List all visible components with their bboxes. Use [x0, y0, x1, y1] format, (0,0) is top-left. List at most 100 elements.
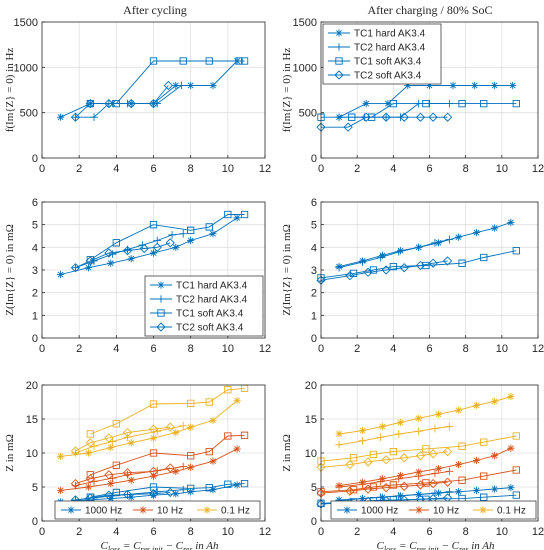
data-point-marker	[415, 112, 426, 122]
data-point-marker	[122, 246, 133, 256]
data-point-marker	[415, 480, 426, 490]
data-point-marker	[149, 483, 158, 491]
series-line	[75, 233, 184, 269]
data-point-marker	[84, 449, 93, 457]
data-point-marker	[148, 489, 159, 499]
legend-marker	[479, 506, 487, 514]
data-point-marker	[172, 490, 180, 498]
data-point-marker	[389, 481, 397, 489]
data-point-marker	[428, 112, 438, 122]
legend: 1000 Hz 10 Hz 0.1 Hz	[330, 500, 537, 520]
y-tick-label: 3	[311, 265, 317, 277]
y-tick-label: 0	[32, 153, 38, 165]
legend-box	[144, 275, 264, 337]
legend-marker	[139, 506, 147, 514]
y-tick-label: 4	[311, 242, 317, 254]
data-point-marker	[454, 460, 463, 469]
data-point-marker	[187, 423, 195, 431]
data-point-marker	[335, 441, 343, 449]
series-line	[339, 447, 512, 487]
data-point-marker	[449, 81, 457, 90]
data-point-marker	[389, 99, 397, 108]
data-point-marker	[209, 486, 217, 494]
legend-label: TC2 hard AK3.4	[176, 295, 248, 306]
y-axis-label: f(Im{Z} = 0) in Hz	[281, 48, 293, 133]
data-point-marker	[491, 485, 499, 493]
legend-marker	[335, 29, 343, 37]
data-point-marker	[509, 81, 517, 90]
data-point-marker	[107, 443, 115, 452]
data-point-marker	[422, 479, 430, 487]
x-tick-label: 10	[222, 163, 234, 175]
series-7	[317, 466, 520, 496]
y-tick-label: 2	[311, 288, 317, 300]
series-3	[317, 247, 520, 282]
x-tick-label: 6	[150, 526, 156, 538]
data-point-marker	[104, 98, 114, 109]
series-line	[75, 242, 171, 269]
series-10	[71, 422, 188, 457]
series-line	[90, 214, 245, 261]
data-point-marker	[187, 484, 195, 493]
data-point-marker	[348, 113, 356, 121]
data-point-marker	[165, 422, 175, 432]
series-1	[56, 214, 241, 279]
data-point-marker	[442, 477, 453, 487]
legend-entry: TC1 hard AK3.4	[328, 29, 426, 40]
data-point-marker	[381, 265, 391, 275]
legend-label: TC1 hard AK3.4	[176, 281, 248, 292]
y-tick-label: 500	[20, 108, 38, 120]
x-tick-label: 4	[113, 526, 119, 538]
data-point-marker	[172, 467, 180, 475]
series-line	[338, 221, 512, 268]
x-tick-label: 10	[496, 163, 508, 175]
series-1	[335, 81, 517, 121]
x-axis-label: Closs = Cres,init − Cres in Ah	[376, 540, 495, 550]
legend-box	[322, 23, 442, 85]
legend: 1000 Hz 10 Hz 0.1 Hz	[54, 500, 261, 520]
data-point-marker	[480, 438, 488, 446]
data-point-marker	[205, 398, 213, 406]
legend-label: TC2 soft AK3.4	[354, 71, 422, 82]
data-point-marker	[414, 472, 423, 480]
legend-marker	[157, 295, 165, 303]
data-point-marker	[428, 478, 438, 489]
data-point-marker	[85, 474, 95, 484]
x-tick-label: 4	[390, 163, 396, 175]
data-point-marker	[149, 221, 158, 229]
legend-box	[54, 500, 261, 520]
y-tick-label: 0	[32, 333, 38, 345]
data-point-marker	[127, 476, 135, 484]
data-point-marker	[317, 457, 325, 465]
data-point-marker	[345, 459, 355, 470]
data-point-marker	[378, 475, 387, 483]
legend-label: TC1 hard AK3.4	[354, 29, 426, 40]
legend-entry: TC1 soft AK3.4	[328, 57, 422, 68]
data-point-marker	[507, 218, 515, 226]
x-tick-label: 8	[188, 526, 194, 538]
x-tick-label: 10	[222, 526, 234, 538]
series-4	[70, 238, 175, 273]
data-point-marker	[376, 253, 385, 262]
series-8	[70, 463, 175, 489]
data-point-marker	[376, 493, 385, 501]
data-point-marker	[458, 99, 466, 108]
data-point-marker	[445, 467, 454, 476]
x-tick-label: 6	[150, 343, 156, 355]
subplot-6: 0 2 4 6 8 10 12 0 5 10 15 20 Z in mΩ Closs = Cres,ini…	[281, 380, 544, 550]
legend-entry: TC2 soft AK3.4	[150, 322, 244, 334]
data-point-marker	[358, 258, 367, 266]
legend-marker	[67, 506, 75, 514]
y-tick-label: 1000	[293, 62, 317, 74]
data-point-marker	[224, 210, 232, 219]
series-2	[335, 235, 454, 272]
y-tick-label: 15	[305, 414, 317, 426]
x-tick-label: 6	[426, 343, 432, 355]
series-line	[75, 467, 171, 485]
data-point-marker	[454, 233, 463, 241]
y-tick-label: 5	[32, 220, 38, 232]
data-point-marker	[233, 397, 241, 405]
data-point-marker	[480, 99, 488, 108]
data-point-marker	[209, 457, 217, 465]
data-point-marker	[399, 263, 409, 273]
